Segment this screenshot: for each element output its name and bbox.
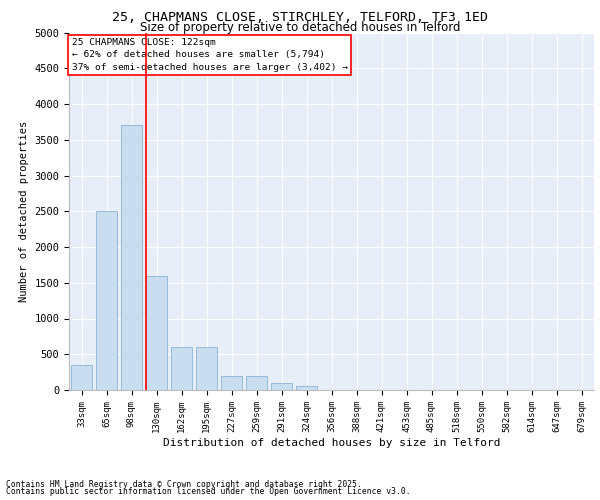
Text: 25, CHAPMANS CLOSE, STIRCHLEY, TELFORD, TF3 1ED: 25, CHAPMANS CLOSE, STIRCHLEY, TELFORD, … bbox=[112, 11, 488, 24]
Y-axis label: Number of detached properties: Number of detached properties bbox=[19, 120, 29, 302]
X-axis label: Distribution of detached houses by size in Telford: Distribution of detached houses by size … bbox=[163, 438, 500, 448]
Bar bbox=[96, 211, 117, 390]
Text: 25 CHAPMANS CLOSE: 122sqm
← 62% of detached houses are smaller (5,794)
37% of se: 25 CHAPMANS CLOSE: 122sqm ← 62% of detac… bbox=[71, 38, 347, 72]
Bar bbox=[296, 386, 317, 390]
Text: Size of property relative to detached houses in Telford: Size of property relative to detached ho… bbox=[140, 21, 460, 34]
Text: Contains public sector information licensed under the Open Government Licence v3: Contains public sector information licen… bbox=[6, 487, 410, 496]
Bar bbox=[71, 365, 92, 390]
Text: Contains HM Land Registry data © Crown copyright and database right 2025.: Contains HM Land Registry data © Crown c… bbox=[6, 480, 362, 489]
Bar bbox=[246, 376, 267, 390]
Bar bbox=[171, 347, 192, 390]
Bar bbox=[121, 126, 142, 390]
Bar bbox=[146, 276, 167, 390]
Bar bbox=[196, 347, 217, 390]
Bar bbox=[221, 376, 242, 390]
Bar bbox=[271, 383, 292, 390]
